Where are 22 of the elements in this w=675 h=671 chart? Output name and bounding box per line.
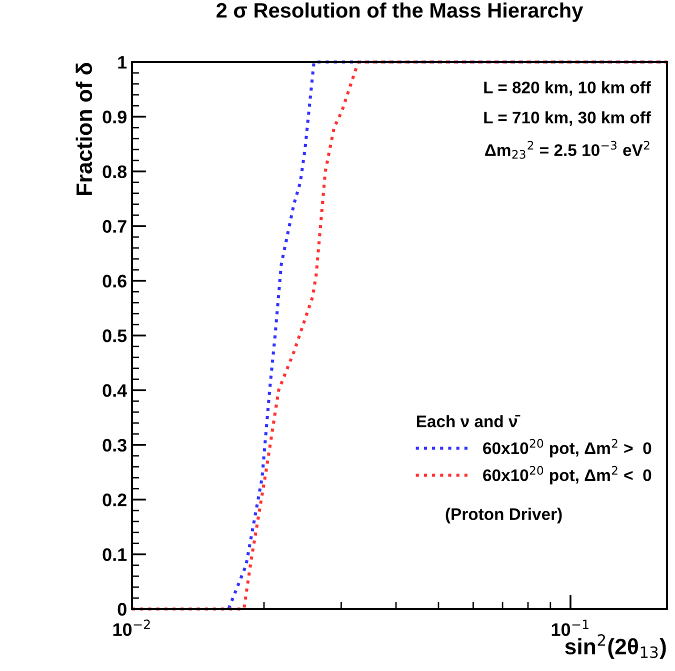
y-tick-label: 1	[118, 56, 127, 69]
y-tick-label: 0.1	[102, 548, 127, 562]
legend-label: 60x10$^{20}$ pot, Δm$^{2}$ > 0	[483, 438, 652, 458]
legend-title: Each ν and ν̄	[416, 415, 520, 428]
annotation: (Proton Driver)	[446, 508, 562, 524]
legend-label: 60x10$^{20}$ pot, Δm$^{2}$ < 0	[483, 466, 652, 484]
y-tick-label: 0.9	[102, 110, 126, 124]
y-axis-title: Fraction of δ	[76, 62, 92, 195]
y-tick-label: 0.5	[102, 329, 127, 342]
x-tick-label: 10$^{−2}$	[113, 620, 150, 636]
x-tick-label: 10$^{−1}$	[552, 620, 588, 636]
annotation: L = 820 km, 10 km off	[484, 81, 651, 96]
y-tick-label: 0.6	[102, 274, 126, 288]
y-tick-label: 0.8	[102, 165, 127, 178]
y-tick-label: 0.2	[102, 494, 126, 506]
annotation: L = 710 km, 30 km off	[484, 111, 651, 126]
annotation: Δm$_{23}$$^{2}$ = 2.5 10$^{−3}$ eV$^{2}$	[485, 140, 650, 159]
y-tick-label: 0.3	[102, 438, 126, 452]
y-tick-label: 0	[118, 602, 126, 616]
y-tick-label: 0.4	[102, 384, 128, 397]
y-tick-label: 0.7	[102, 220, 126, 233]
chart-title: 2 σ Resolution of the Mass Hierarchy	[216, 2, 584, 22]
